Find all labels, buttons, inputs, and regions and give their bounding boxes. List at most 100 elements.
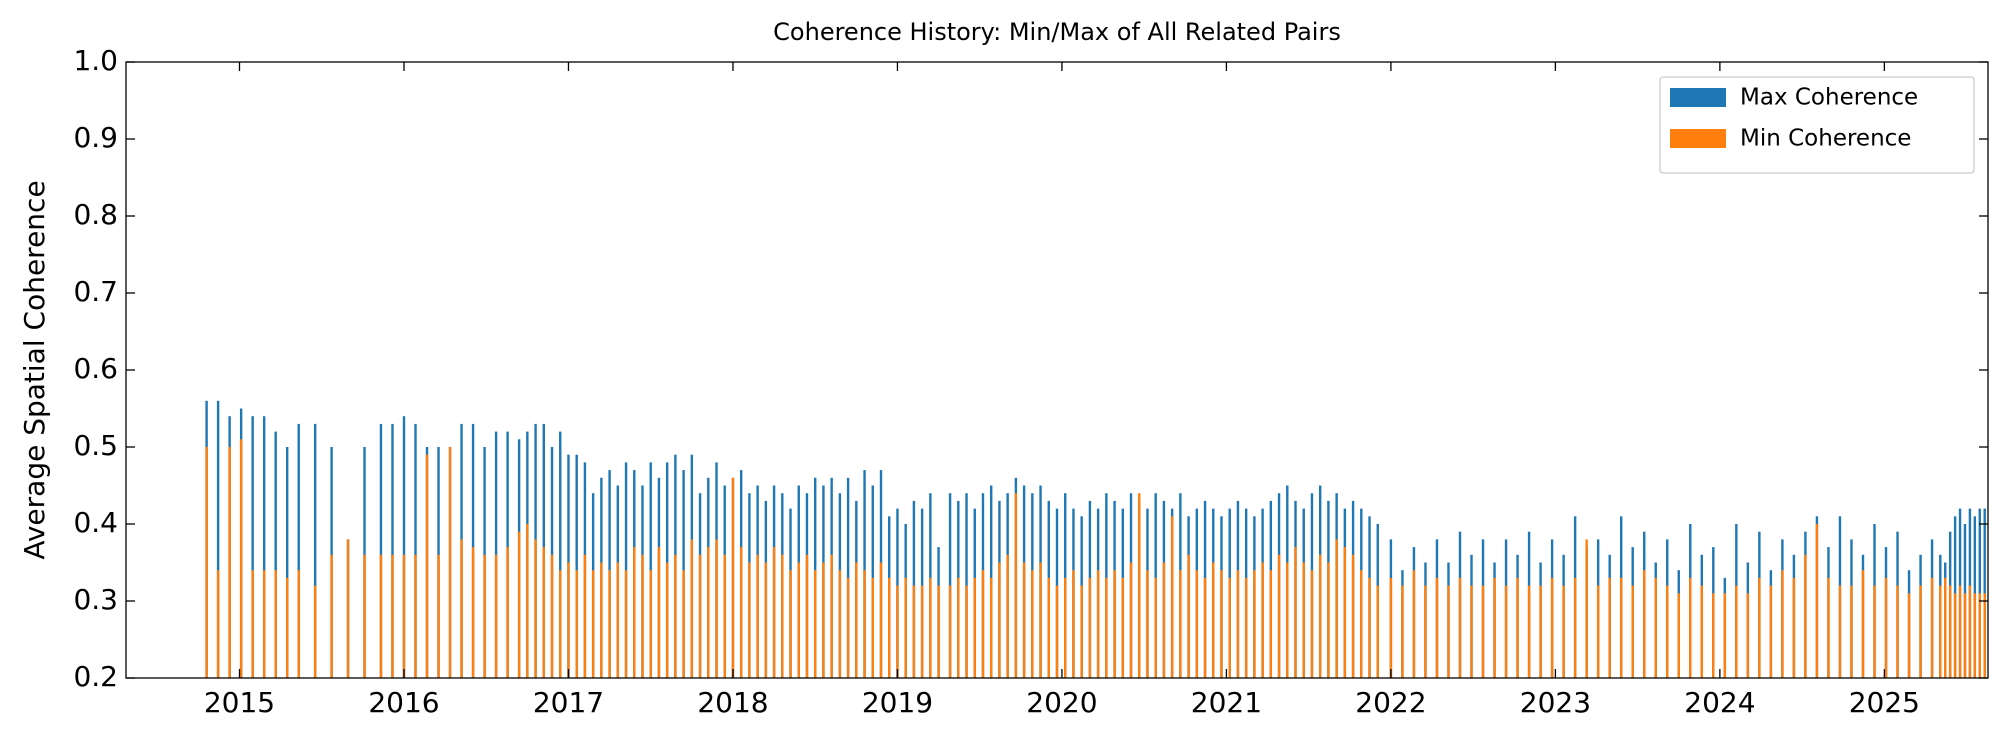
legend-swatch [1670, 129, 1726, 148]
bar [1129, 562, 1133, 678]
y-tick-label: 0.7 [73, 275, 118, 308]
bar [1792, 577, 1796, 678]
x-tick-label: 2025 [1849, 686, 1920, 719]
bar [948, 585, 952, 678]
bar [1838, 585, 1842, 678]
bar [731, 477, 735, 678]
bar [1401, 585, 1404, 678]
bar [698, 554, 702, 678]
bar [888, 577, 891, 678]
bar [313, 423, 317, 678]
bar [1236, 570, 1240, 678]
bar [1435, 577, 1439, 678]
bar [1907, 593, 1911, 678]
bar [1212, 562, 1215, 678]
bar [1389, 577, 1393, 678]
bar [1689, 577, 1692, 678]
bar [929, 577, 932, 678]
bar [262, 416, 266, 678]
bar [550, 554, 554, 678]
bar [575, 570, 578, 678]
bar [1121, 577, 1124, 678]
x-tick-label: 2021 [1191, 686, 1262, 719]
bar [274, 570, 277, 678]
bar [297, 423, 300, 678]
bar [274, 431, 277, 678]
bar [912, 585, 916, 678]
bar [251, 416, 254, 678]
bar [1138, 493, 1141, 678]
bar [448, 447, 452, 678]
bar [1939, 585, 1942, 678]
bar [460, 539, 463, 678]
y-tick-label: 0.6 [73, 352, 118, 385]
bar [1360, 570, 1363, 678]
bar [1573, 577, 1577, 678]
bar [1958, 585, 1962, 678]
bar [216, 570, 220, 678]
bar [391, 554, 394, 678]
bar [542, 547, 545, 678]
x-tick-label: 2017 [533, 686, 604, 719]
bar [1930, 577, 1934, 678]
x-tick-label: 2019 [862, 686, 933, 719]
bar [871, 577, 874, 678]
bar [1978, 593, 1981, 678]
bar [1827, 577, 1830, 678]
bar [805, 554, 809, 678]
bar [1203, 577, 1207, 678]
bar [1261, 562, 1264, 678]
bar [965, 585, 968, 678]
bar [313, 585, 317, 678]
bar [797, 562, 800, 678]
bar [838, 570, 842, 678]
bar [1654, 577, 1657, 678]
bar [1963, 593, 1967, 678]
bar [665, 562, 669, 678]
legend-box [1659, 76, 1975, 174]
bar [1896, 585, 1899, 678]
bar [830, 554, 833, 678]
bar [534, 539, 537, 678]
x-tick-label: 2024 [1684, 686, 1755, 719]
bar [1080, 585, 1083, 678]
bar [494, 554, 498, 678]
bar [583, 554, 587, 678]
bar [1228, 577, 1231, 678]
bar [789, 570, 792, 678]
bar [1481, 585, 1485, 678]
x-tick-label: 2015 [204, 686, 275, 719]
bar [1968, 585, 1972, 678]
bar [402, 554, 406, 678]
bar [1187, 554, 1190, 678]
y-tick-label: 0.4 [73, 506, 118, 539]
bar [863, 570, 866, 678]
bar [1269, 570, 1273, 678]
bar [1723, 593, 1727, 678]
x-tick-label: 2018 [697, 686, 768, 719]
x-tick-label: 2020 [1026, 686, 1097, 719]
bar [690, 539, 694, 678]
bar [1677, 593, 1680, 678]
bar [1493, 577, 1496, 678]
bar [1376, 585, 1379, 678]
bar [1608, 577, 1611, 678]
bar [1170, 516, 1174, 678]
bar [567, 562, 570, 678]
bar [285, 577, 289, 678]
y-tick-label: 1.0 [73, 44, 118, 77]
bar [526, 524, 529, 678]
bar [1031, 570, 1034, 678]
bar [1944, 577, 1947, 678]
bar [957, 577, 960, 678]
bar [1343, 547, 1347, 678]
bar [1412, 570, 1416, 678]
bar [297, 570, 300, 678]
bar [764, 562, 768, 678]
bar [1550, 577, 1554, 678]
bar [1327, 562, 1330, 678]
bar [1047, 577, 1050, 678]
bar [1039, 562, 1042, 678]
bar [1973, 593, 1977, 678]
